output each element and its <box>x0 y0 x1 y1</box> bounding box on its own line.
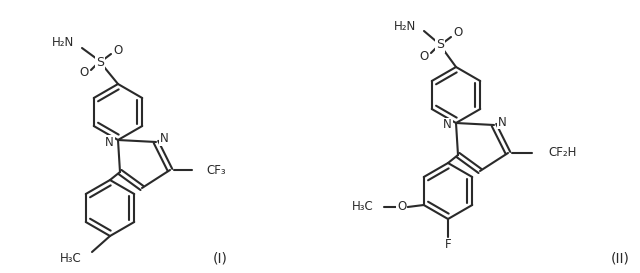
Text: O: O <box>79 67 88 79</box>
Text: N: N <box>498 115 507 129</box>
Text: N: N <box>105 135 114 149</box>
Text: H₃C: H₃C <box>60 251 82 265</box>
Text: F: F <box>445 239 451 251</box>
Text: O: O <box>453 26 463 40</box>
Text: CF₂H: CF₂H <box>548 147 577 159</box>
Text: H₂N: H₂N <box>394 19 416 32</box>
Text: CF₃: CF₃ <box>206 164 226 177</box>
Text: O: O <box>419 49 429 63</box>
Text: S: S <box>436 38 444 52</box>
Text: H₃C: H₃C <box>352 200 374 213</box>
Text: O: O <box>113 43 123 57</box>
Text: (I): (I) <box>212 251 227 265</box>
Text: (II): (II) <box>611 251 629 265</box>
Text: S: S <box>96 55 104 69</box>
Text: H₂N: H₂N <box>52 37 74 49</box>
Text: O: O <box>397 200 406 213</box>
Text: N: N <box>444 118 452 132</box>
Text: N: N <box>160 132 169 146</box>
